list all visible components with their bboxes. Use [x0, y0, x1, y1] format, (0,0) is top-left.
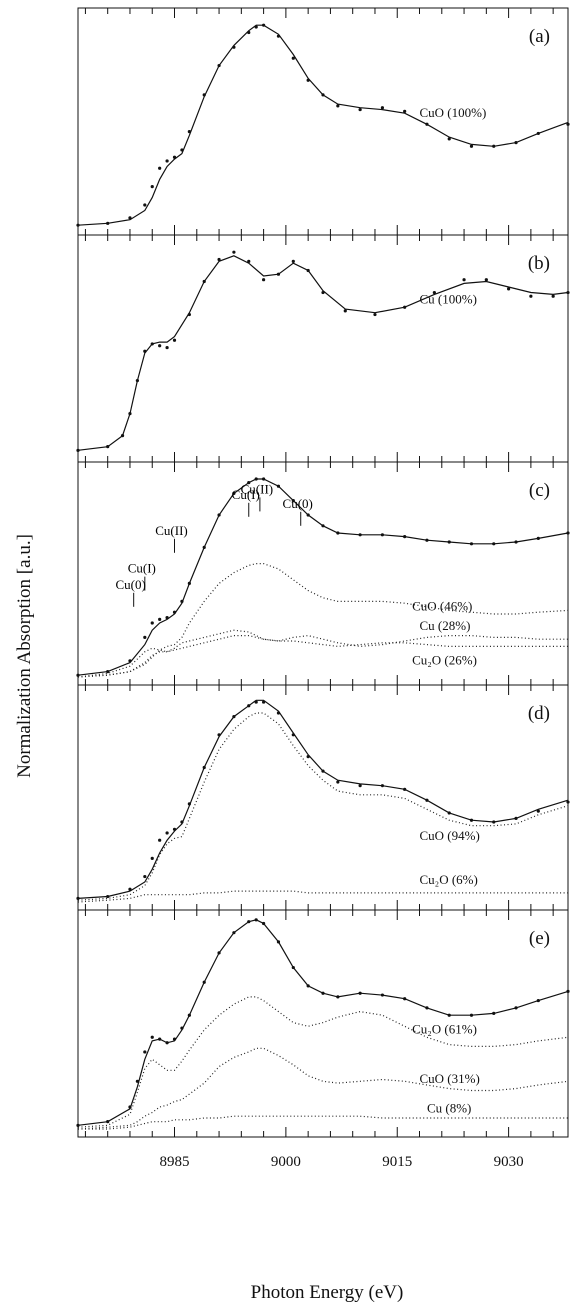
chart-panel-e: (e) Cu₂O (61%) CuO (31%) Cu (8%): [76, 909, 570, 1138]
component-line: [77, 890, 568, 903]
component-label: Cu (100%): [420, 292, 477, 307]
data-point: [76, 1123, 80, 1127]
x-tick-label: 9000: [271, 1154, 301, 1170]
data-point: [158, 166, 162, 170]
component-line: [77, 634, 568, 678]
data-point: [291, 56, 295, 60]
edge-marker-label: Cu(II): [155, 523, 188, 538]
edge-marker-label: Cu(0): [283, 496, 313, 511]
data-point: [232, 250, 236, 254]
fit-line: [77, 24, 569, 226]
panel-frame: [77, 234, 569, 463]
data-point: [76, 673, 80, 677]
data-point: [484, 278, 488, 282]
component-label: Cu₂O (61%): [412, 1022, 477, 1037]
data-point: [358, 107, 362, 112]
data-point: [507, 287, 511, 291]
data-point: [143, 874, 147, 879]
component-label: CuO (100%): [420, 105, 487, 120]
panel-frame: [77, 909, 569, 1138]
fit-line: [77, 255, 569, 451]
component-line: [77, 629, 568, 678]
data-point: [150, 185, 154, 189]
data-point: [336, 780, 340, 784]
data-point: [165, 159, 169, 163]
data-point: [462, 278, 466, 282]
component-label: CuO (46%): [412, 598, 472, 613]
x-axis-label: Photon Energy (eV): [251, 1282, 404, 1303]
chart-panel-d: (d) CuO (94%) Cu₂O (6%): [76, 684, 570, 911]
data-point: [172, 338, 177, 342]
data-point: [158, 838, 162, 842]
component-line: [77, 563, 569, 678]
data-point: [150, 621, 154, 625]
panel-frame: [77, 7, 569, 236]
component-line: [77, 712, 569, 901]
data-point: [158, 617, 162, 622]
component-line: [77, 996, 569, 1128]
x-tick-label: 8985: [160, 1154, 190, 1170]
data-point: [143, 1050, 147, 1054]
data-point: [165, 831, 169, 835]
data-point: [447, 137, 451, 141]
data-point: [566, 122, 570, 126]
data-point: [536, 809, 540, 813]
data-point: [150, 1035, 154, 1039]
edge-marker-label: Cu(I): [128, 561, 156, 576]
data-point: [551, 294, 555, 298]
component-line: [77, 1047, 569, 1130]
data-point: [336, 104, 340, 108]
data-point: [158, 344, 162, 348]
data-point: [343, 309, 347, 313]
data-point: [217, 257, 221, 262]
x-tick-label: 9030: [494, 1154, 524, 1170]
panel-frame: [77, 684, 569, 911]
chart-panel-c: (c)CuO (46%)Cu (28%)Cu₂O (26%)Cu(0)Cu(I)…: [76, 461, 570, 686]
data-point: [76, 448, 80, 452]
data-point: [529, 294, 533, 298]
panel-label: (c): [529, 480, 550, 501]
data-point: [373, 312, 377, 317]
data-point: [403, 109, 407, 114]
x-tick-labels: 8985 9000 9015 9030: [160, 1154, 524, 1170]
data-point: [291, 259, 295, 263]
y-axis-label: Normalization Absorption [a.u.]: [14, 534, 35, 778]
component-label: CuO (94%): [420, 828, 480, 843]
fit-line: [77, 919, 569, 1126]
component-label: Cu (28%): [420, 618, 471, 633]
data-point: [566, 800, 570, 804]
edge-marker-label: Cu(I): [232, 487, 260, 502]
fit-line: [77, 699, 569, 899]
fit-line: [77, 478, 569, 676]
data-point: [358, 784, 362, 788]
edge-marker-label: Cu(II): [241, 481, 274, 496]
component-label: Cu₂O (26%): [412, 652, 477, 667]
x-tick-label: 9015: [382, 1154, 412, 1170]
data-point: [143, 203, 147, 207]
edge-marker-label: Cu(0): [116, 577, 146, 592]
component-label: Cu (8%): [427, 1100, 471, 1115]
chart-panel-a: (a) CuO (100%): [76, 7, 570, 236]
component-label: Cu₂O (6%): [420, 872, 478, 887]
chart-panels: (a) CuO (100%) (b) Cu (100%) (c) CuO (46%) Cu …: [76, 7, 570, 1138]
component-line: [78, 1115, 568, 1130]
data-point: [143, 635, 147, 640]
component-label: CuO (31%): [420, 1071, 480, 1086]
data-point: [165, 345, 169, 350]
panel-label: (d): [528, 703, 550, 724]
data-point: [380, 106, 384, 110]
data-point: [262, 278, 266, 282]
panel-label: (b): [528, 253, 550, 274]
data-point: [150, 856, 154, 860]
data-point: [432, 290, 436, 295]
panel-label: (e): [529, 928, 550, 949]
data-point: [469, 144, 474, 148]
chart-panel-b: (b) Cu (100%): [76, 234, 570, 463]
panel-label: (a): [529, 26, 550, 47]
